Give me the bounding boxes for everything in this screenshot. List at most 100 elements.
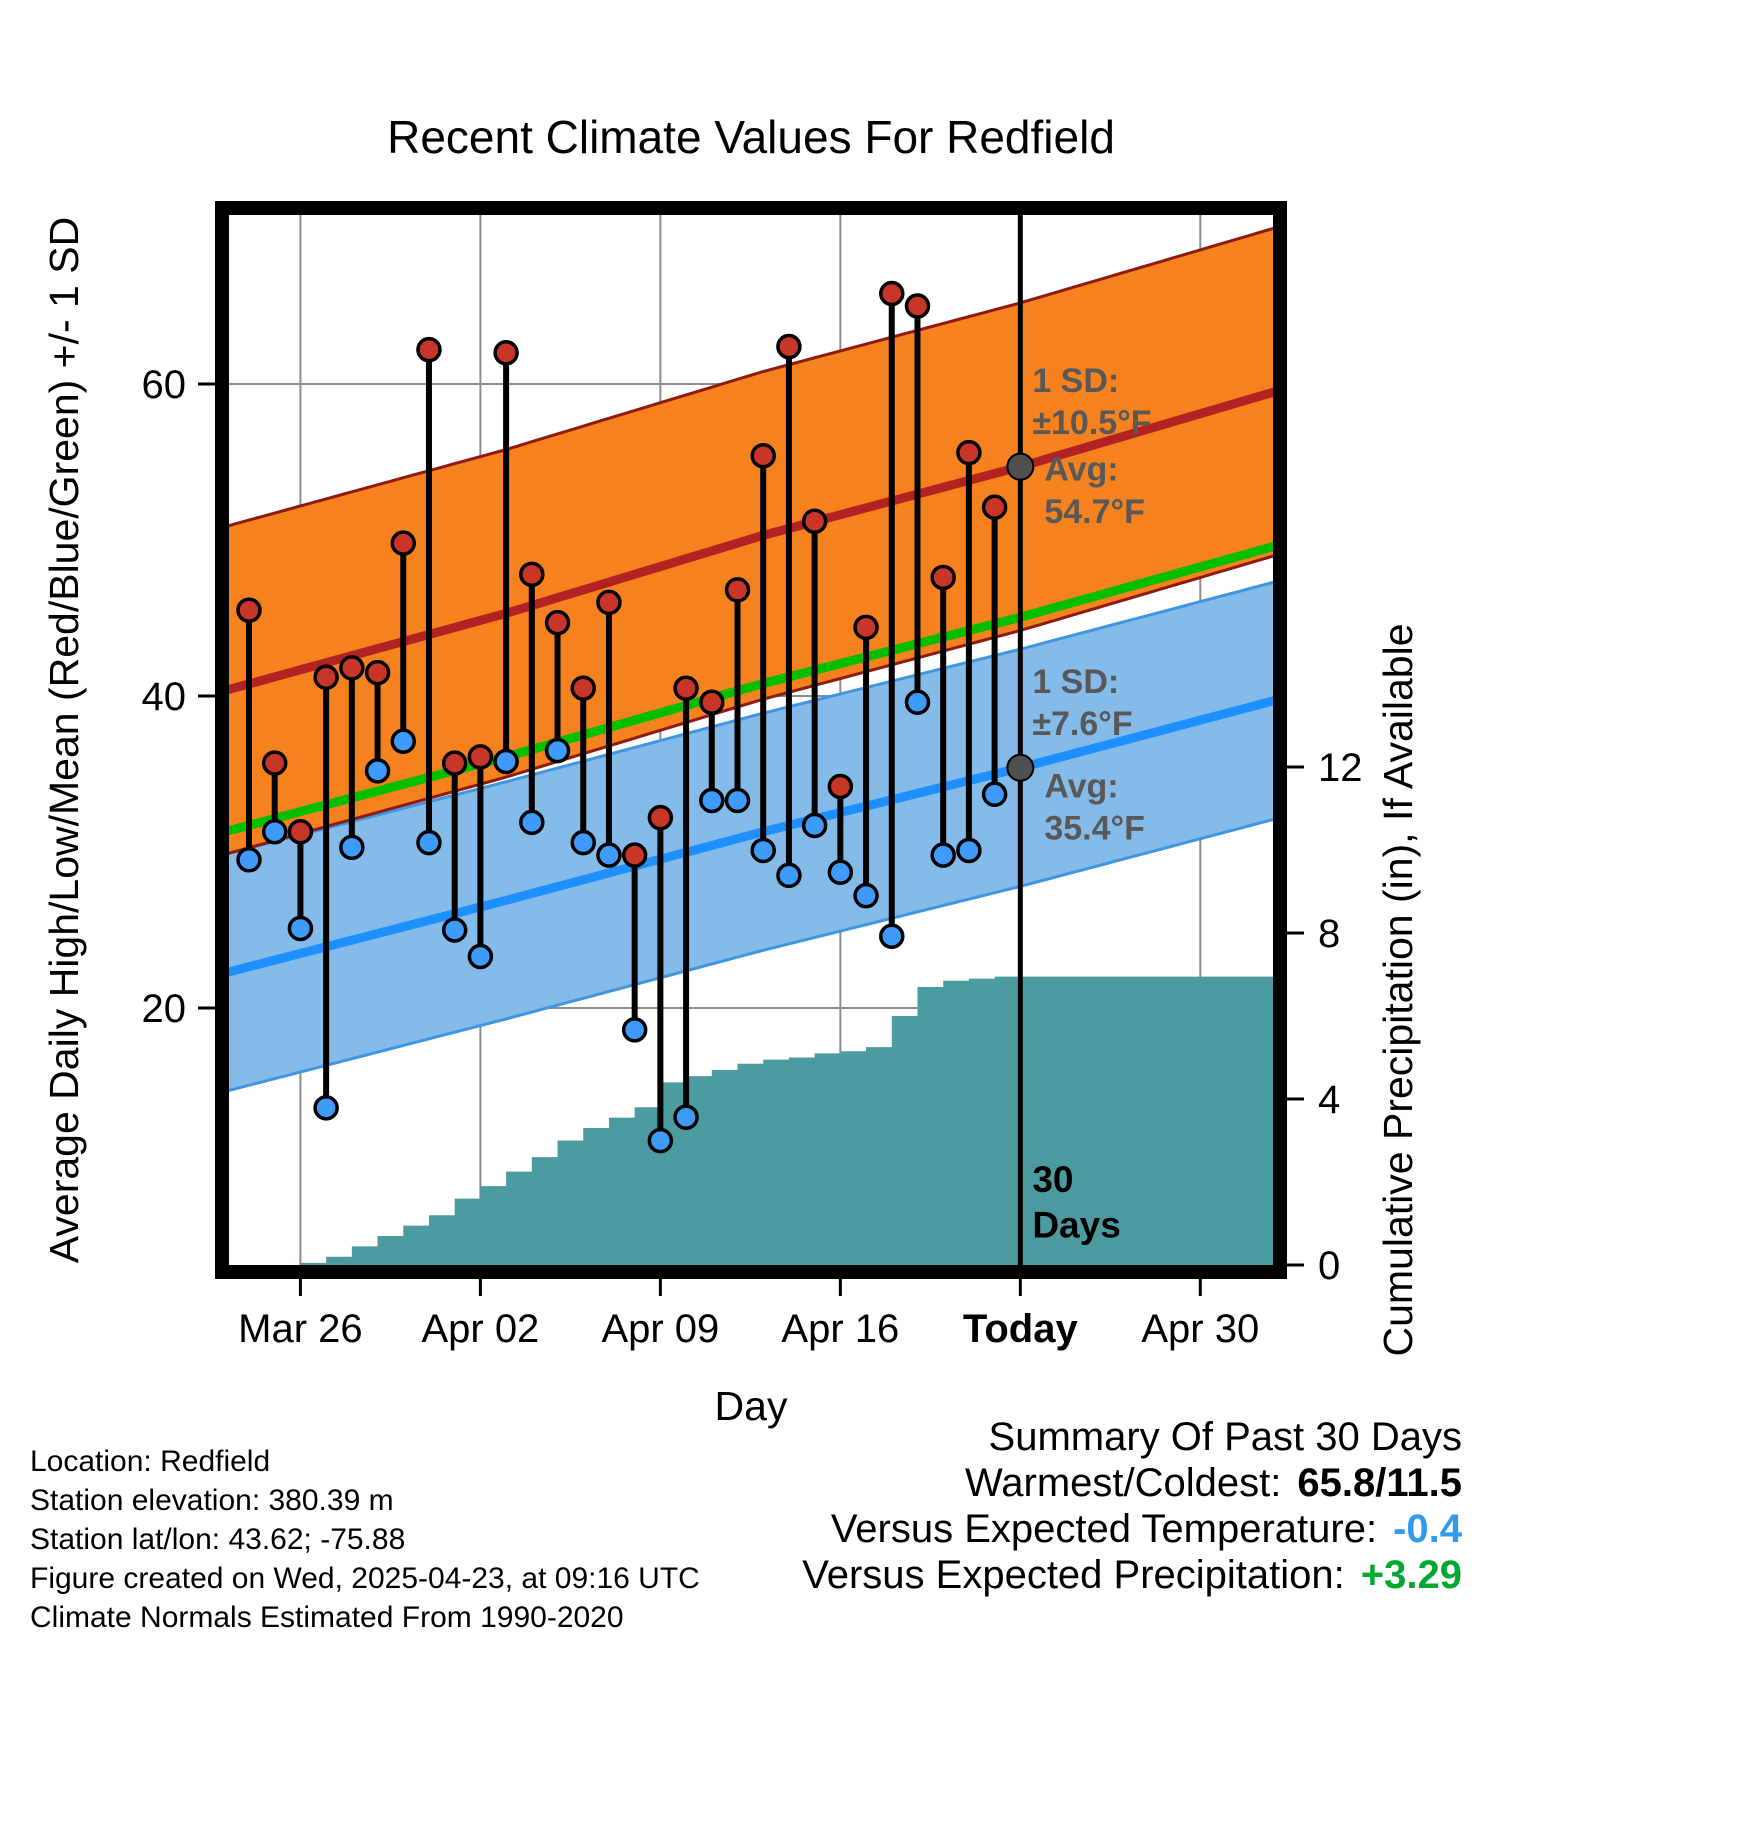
- svg-text:8: 8: [1318, 912, 1340, 956]
- low-dot: [313, 1095, 339, 1121]
- svg-text:0: 0: [1318, 1244, 1340, 1288]
- station-location: Location: Redfield: [30, 1445, 271, 1478]
- low-dot: [339, 834, 365, 861]
- summary-value-2: +3.29: [1360, 1553, 1462, 1597]
- svg-text:Days: Days: [1032, 1204, 1120, 1245]
- low-dot: [621, 1017, 648, 1043]
- svg-text:40: 40: [142, 675, 187, 719]
- high-dot: [441, 750, 468, 776]
- low-dot: [493, 748, 519, 775]
- low-dot: [673, 1104, 699, 1130]
- high-dot: [339, 655, 365, 681]
- low-dot: [570, 829, 596, 856]
- svg-text:54.7°F: 54.7°F: [1044, 493, 1145, 531]
- low-dot: [544, 737, 571, 764]
- chart-title: Recent Climate Values For Redfield: [387, 111, 1115, 163]
- svg-text:Apr 02: Apr 02: [421, 1307, 539, 1351]
- low-dot: [596, 842, 622, 868]
- svg-text:Today: Today: [963, 1307, 1079, 1351]
- low-dot: [236, 847, 262, 873]
- high-dot: [364, 659, 391, 686]
- svg-text:Avg:: Avg:: [1044, 767, 1118, 805]
- station-latlon: Station lat/lon: 43.62; -75.88: [30, 1523, 406, 1556]
- summary-title: Summary Of Past 30 Days: [988, 1415, 1462, 1459]
- high-dot: [647, 804, 674, 831]
- precip-area: [222, 976, 1280, 1265]
- low-dot: [750, 837, 776, 864]
- high-dot: [570, 675, 596, 701]
- high-dot: [930, 564, 956, 591]
- summary-row-precip: Versus Expected Precipitation: +3.29: [802, 1552, 1462, 1598]
- low-dot: [647, 1127, 674, 1154]
- high-dot: [493, 340, 519, 366]
- svg-text:±7.6°F: ±7.6°F: [1032, 705, 1132, 743]
- normal-lines: [220, 385, 1282, 979]
- high-dot: [390, 530, 417, 556]
- low-dot: [853, 882, 879, 909]
- low-dot: [441, 917, 468, 943]
- svg-text:Avg:: Avg:: [1044, 451, 1118, 489]
- low-dot: [261, 818, 288, 845]
- high-dot: [261, 750, 288, 776]
- svg-text:Apr 16: Apr 16: [781, 1307, 899, 1351]
- high-dot: [699, 689, 725, 715]
- low-dot: [981, 781, 1008, 808]
- high-dot: [416, 336, 442, 363]
- axis-ticks-labels: Mar 26 Apr 02 Apr 09 Apr 16 Today Apr 3020406…: [41, 217, 1421, 1429]
- low-dot: [827, 859, 854, 886]
- svg-text:1 SD:: 1 SD:: [1032, 663, 1119, 701]
- high-dot: [621, 842, 648, 868]
- low-dot: [287, 915, 314, 942]
- figure-created: Figure created on Wed, 2025-04-23, at 09…: [30, 1562, 700, 1595]
- high-dot: [596, 589, 622, 616]
- low-dot: [801, 812, 828, 839]
- low-dot: [364, 758, 391, 784]
- high-dot: [673, 675, 699, 701]
- high-dot: [853, 614, 879, 641]
- svg-text:Apr 30: Apr 30: [1141, 1307, 1259, 1351]
- summary-label-precip: Versus Expected Precipitation:: [802, 1553, 1345, 1597]
- low-dot: [904, 689, 931, 715]
- summary-row-warmest: Warmest/Coldest: 65.8/11.5: [802, 1460, 1462, 1506]
- low-dot: [724, 787, 751, 814]
- y-axis-label-left: Average Daily High/Low/Mean (Red/Blue/Gr…: [41, 217, 87, 1263]
- svg-text:20: 20: [142, 987, 187, 1031]
- svg-text:30: 30: [1032, 1159, 1073, 1200]
- high-dot: [467, 744, 494, 770]
- summary-label-warmest: Warmest/Coldest:: [965, 1461, 1282, 1505]
- svg-text:Mar 26: Mar 26: [238, 1307, 363, 1351]
- y-axis-label-right: Cumulative Precipitation (in), If Availa…: [1375, 623, 1421, 1356]
- svg-text:12: 12: [1318, 746, 1363, 790]
- low-dot: [956, 837, 982, 864]
- high-dot: [827, 773, 854, 800]
- svg-text:Apr 09: Apr 09: [601, 1307, 719, 1351]
- plot-frame: [215, 201, 1287, 1279]
- high-dot: [956, 439, 982, 466]
- svg-text:±10.5°F: ±10.5°F: [1032, 404, 1151, 442]
- high-dot: [544, 609, 571, 636]
- high-dot: [724, 577, 751, 603]
- station-elevation: Station elevation: 380.39 m: [30, 1484, 394, 1517]
- low-dot: [930, 842, 956, 868]
- low-dot: [416, 829, 442, 856]
- high-dot: [879, 280, 905, 307]
- high-dot: [313, 664, 339, 691]
- svg-text:4: 4: [1318, 1078, 1340, 1122]
- svg-text:60: 60: [142, 363, 187, 407]
- high-dot: [236, 597, 262, 623]
- low-dot: [879, 923, 905, 949]
- low-dot: [699, 787, 725, 814]
- high-dot: [519, 561, 545, 588]
- normal-bands: [221, 225, 1281, 1094]
- summary-label-temp: Versus Expected Temperature:: [830, 1507, 1378, 1551]
- summary-value-0: 65.8/11.5: [1297, 1461, 1462, 1505]
- summary-panel: Summary Of Past 30 Days Warmest/Coldest:…: [802, 1414, 1462, 1598]
- climate-normals-note: Climate Normals Estimated From 1990-2020: [30, 1601, 624, 1634]
- avg-low-marker: [1006, 753, 1035, 782]
- high-dot: [801, 508, 828, 535]
- daily-temperature-bars: [236, 280, 1008, 1154]
- svg-text:1 SD:: 1 SD:: [1032, 362, 1119, 400]
- today-annotations: 1 SD: ±10.5°F Avg: 54.7°F 1 SD: ±7.6°F Avg: 35.…: [1032, 362, 1151, 1246]
- high-dot: [287, 818, 314, 845]
